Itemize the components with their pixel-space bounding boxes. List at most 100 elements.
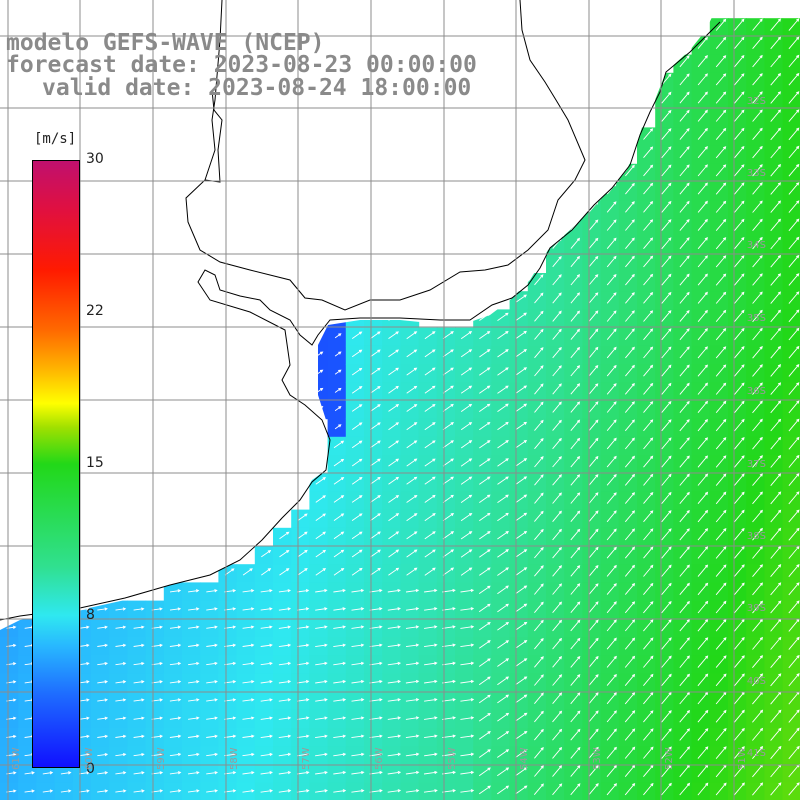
wind-arrow [661, 146, 672, 159]
wind-arrow [588, 783, 599, 796]
wind-arrow [315, 752, 328, 757]
wind-arrow [788, 254, 800, 268]
wind-arrow [643, 528, 654, 541]
wind-arrow [479, 531, 491, 540]
wind-arrow [97, 734, 109, 739]
wind-arrow [570, 565, 581, 577]
wind-arrow [788, 382, 800, 395]
wind-arrow [734, 164, 745, 177]
wind-arrow [643, 782, 654, 796]
wind-arrow [479, 385, 491, 394]
wind-arrow [770, 564, 782, 577]
wind-arrow [697, 491, 709, 504]
wind-arrow [351, 422, 363, 430]
wind-arrow [679, 655, 690, 668]
wind-arrow [424, 531, 436, 540]
wind-arrow [606, 473, 617, 486]
wind-arrow [788, 600, 800, 614]
wind-arrow [679, 273, 690, 286]
wind-arrow [788, 36, 800, 50]
wind-arrow [478, 767, 491, 777]
wind-arrow [661, 600, 672, 614]
wind-arrow [351, 513, 363, 521]
wind-arrow [206, 680, 218, 684]
wind-arrow [733, 564, 745, 577]
wind-arrow [679, 582, 690, 595]
wind-arrow [333, 734, 347, 739]
wind-arrow [643, 582, 654, 595]
wind-arrow [752, 109, 763, 122]
wind-arrow [387, 588, 401, 593]
wind-arrow [606, 564, 617, 577]
wind-arrow [715, 527, 727, 541]
wind-arrow [679, 55, 690, 68]
wind-cell [709, 691, 729, 711]
wind-arrow [770, 254, 782, 268]
wind-arrow [606, 346, 617, 359]
wind-arrow [552, 274, 562, 286]
wind-arrow [570, 601, 581, 613]
wind-arrow [79, 643, 90, 648]
wind-arrow [296, 770, 310, 775]
lat-label: 39S [746, 603, 766, 614]
wind-arrow [643, 655, 654, 668]
wind-arrow [388, 385, 399, 394]
wind-arrow [534, 710, 544, 723]
wind-arrow [351, 404, 363, 412]
wind-arrow [770, 400, 782, 414]
wind-arrow [715, 727, 727, 741]
wind-arrow [79, 625, 90, 629]
wind-cell [673, 764, 693, 784]
wind-arrow [625, 182, 635, 195]
wind-arrow [351, 476, 363, 485]
wind-arrow [788, 436, 800, 450]
wind-arrow [460, 661, 475, 666]
wind-arrow [242, 589, 255, 593]
wind-arrow [424, 385, 436, 394]
wind-arrow [115, 716, 127, 720]
wind-arrow [424, 679, 438, 684]
wind-arrow [169, 771, 182, 775]
wind-arrow [588, 728, 599, 741]
wind-arrow [715, 237, 727, 250]
wind-arrow [478, 694, 491, 704]
wind-arrow [388, 331, 399, 339]
wind-arrow [479, 458, 491, 467]
wind-arrow [333, 661, 347, 666]
wind-arrow [369, 734, 383, 739]
wind-arrow [315, 568, 327, 576]
wind-arrow [515, 549, 528, 558]
wind-arrow [370, 458, 381, 467]
wind-arrow [534, 274, 544, 286]
wind-arrow [552, 710, 563, 723]
wind-arrow [387, 661, 402, 666]
colorbar-tick-0: 0 [86, 761, 95, 777]
wind-cell [764, 564, 784, 583]
wind-arrow [606, 510, 617, 523]
wind-arrow [570, 437, 581, 450]
wind-arrow [715, 346, 727, 359]
wind-arrow [169, 643, 182, 647]
wind-arrow [770, 291, 782, 304]
wind-arrow [497, 349, 509, 358]
wind-arrow [734, 309, 745, 322]
wind-cell [637, 163, 656, 183]
wind-arrow [606, 492, 617, 504]
colorbar-tick-30: 30 [86, 151, 104, 167]
wind-arrow [715, 327, 727, 341]
wind-arrow [515, 530, 528, 540]
wind-arrow [169, 734, 182, 738]
colorbar-unit: [m/s] [34, 131, 77, 147]
wind-arrow [624, 510, 636, 523]
title-forecast-date: forecast date: 2023-08-23 00:00:00 [6, 52, 477, 78]
wind-arrow [497, 712, 510, 722]
wind-arrow [625, 292, 635, 304]
wind-arrow [661, 73, 672, 86]
wind-arrow [624, 637, 636, 650]
wind-arrow [515, 730, 528, 740]
wind-cell [382, 382, 401, 401]
wind-arrow [715, 73, 727, 86]
wind-cell [546, 473, 565, 492]
wind-cell [637, 182, 656, 201]
